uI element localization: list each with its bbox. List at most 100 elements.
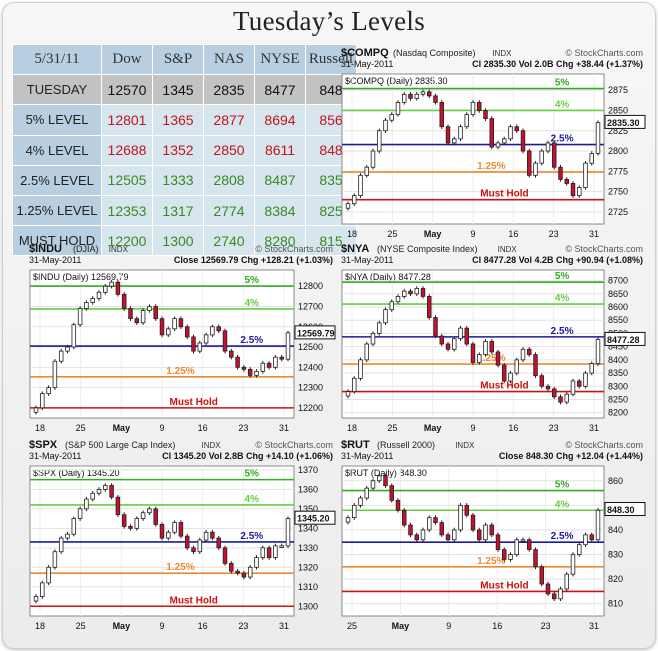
- level-label: Must Hold: [480, 381, 528, 392]
- chart-legend: $COMPQ (Daily) 2835.30: [345, 76, 448, 86]
- candle-body: [203, 531, 209, 541]
- y-tick-label: 810: [608, 599, 623, 609]
- chart-rut: $RUT (Russell 2000) INDX © StockCharts.com 3…: [338, 436, 646, 634]
- row-label: 2.5% LEVEL: [12, 164, 102, 196]
- x-tick-label: 31: [589, 229, 599, 239]
- candle-body: [153, 508, 158, 525]
- chart-subtitle: (NYSE Composite Index): [377, 244, 478, 254]
- candle-body: [589, 534, 594, 541]
- chart-nya: $NYA (NYSE Composite Index) INDX © StockCha…: [338, 240, 646, 436]
- level-value: 1352: [152, 134, 204, 166]
- level-label: 2.5%: [240, 335, 263, 346]
- candle-body: [452, 138, 457, 144]
- x-tick-label: 23: [541, 621, 551, 631]
- candle-body: [377, 475, 382, 482]
- candle-body: [203, 334, 209, 344]
- candle-body: [552, 142, 557, 168]
- chart-exchange: INDX: [498, 245, 518, 254]
- candle-body: [241, 366, 247, 370]
- candle-body: [495, 142, 501, 148]
- candle-body: [46, 387, 51, 395]
- candle-body: [273, 356, 278, 368]
- chart-title: $SPX: [29, 439, 58, 451]
- chart-source: © StockCharts.com: [255, 440, 333, 450]
- level-value: 8611: [254, 134, 306, 166]
- candle-body: [577, 544, 582, 555]
- candle-body: [464, 327, 469, 345]
- level-value: 2835: [203, 74, 255, 106]
- y-tick-label: 12700: [298, 301, 323, 311]
- candle-body: [545, 142, 551, 152]
- level-value: 1317: [152, 194, 204, 227]
- candle-body: [583, 534, 588, 546]
- candle-body: [134, 318, 140, 324]
- candle-body: [558, 166, 563, 180]
- candle-body: [545, 385, 551, 390]
- x-tick-label: 18: [35, 423, 45, 433]
- y-tick-label: 8650: [608, 289, 628, 299]
- y-tick-label: 8250: [608, 395, 628, 405]
- candle-body: [377, 322, 382, 334]
- candle-body: [216, 326, 221, 332]
- candle-body: [533, 162, 538, 176]
- candle-body: [147, 508, 152, 514]
- candle-body: [427, 296, 432, 318]
- level-value: 1365: [152, 104, 204, 136]
- candle-body: [439, 522, 444, 536]
- y-tick-label: 2825: [608, 126, 628, 136]
- candle-body: [483, 110, 488, 119]
- y-tick-label: 1330: [298, 543, 318, 553]
- y-tick-label: 12400: [298, 362, 323, 372]
- candle-body: [197, 342, 203, 352]
- candle-body: [273, 545, 278, 558]
- candle-body: [558, 396, 563, 403]
- level-label: Must Hold: [480, 189, 528, 200]
- y-tick-label: 8550: [608, 315, 628, 325]
- last-value-label: 2835.30: [607, 118, 640, 128]
- last-value-tag: [294, 510, 336, 525]
- level-value: 12688: [101, 134, 153, 166]
- x-tick-label: 18: [347, 229, 357, 239]
- last-value-label: 8477.28: [607, 335, 640, 345]
- candle-body: [570, 380, 576, 395]
- x-tick-label: May: [424, 229, 442, 239]
- level-label: Must Hold: [170, 397, 218, 408]
- candle-body: [285, 332, 291, 360]
- x-tick-label: 9: [446, 621, 451, 631]
- x-tick-label: 16: [492, 621, 502, 631]
- x-tick-label: 23: [238, 423, 248, 433]
- candle-body: [134, 518, 140, 529]
- chart-exchange: INDX: [109, 245, 129, 254]
- candle-body: [564, 179, 569, 184]
- candle-body: [210, 531, 215, 539]
- candle-body: [558, 588, 563, 600]
- candle-body: [520, 348, 526, 361]
- candle-body: [364, 343, 369, 361]
- candle-body: [470, 343, 476, 363]
- chart-source: © StockCharts.com: [565, 48, 643, 58]
- level-label: Must Hold: [480, 580, 528, 591]
- candle-body: [489, 340, 494, 353]
- candle-body: [58, 350, 64, 362]
- candle-body: [52, 360, 58, 388]
- chart-date: 31-May-2011: [341, 451, 393, 461]
- chart-title: $RUT: [341, 439, 370, 451]
- candle-body: [527, 348, 532, 355]
- candle-body: [589, 153, 594, 164]
- level-label: 1.25%: [477, 556, 505, 567]
- level-label: 1.25%: [477, 353, 505, 364]
- last-value-tag: [604, 114, 646, 129]
- y-tick-label: 8450: [608, 342, 628, 352]
- x-tick-label: 23: [549, 229, 559, 239]
- x-tick-label: 9: [470, 423, 475, 433]
- candle-body: [433, 517, 438, 523]
- row-label: MUST HOLD: [12, 225, 102, 257]
- y-tick-label: 2800: [608, 146, 628, 156]
- candle-body: [90, 297, 95, 303]
- page-title: Tuesday’s Levels: [232, 6, 426, 36]
- y-tick-label: 8350: [608, 368, 628, 378]
- candle-body: [140, 310, 146, 324]
- candle-body: [477, 101, 482, 111]
- level-value: 8487: [254, 164, 306, 196]
- candle-body: [121, 514, 127, 527]
